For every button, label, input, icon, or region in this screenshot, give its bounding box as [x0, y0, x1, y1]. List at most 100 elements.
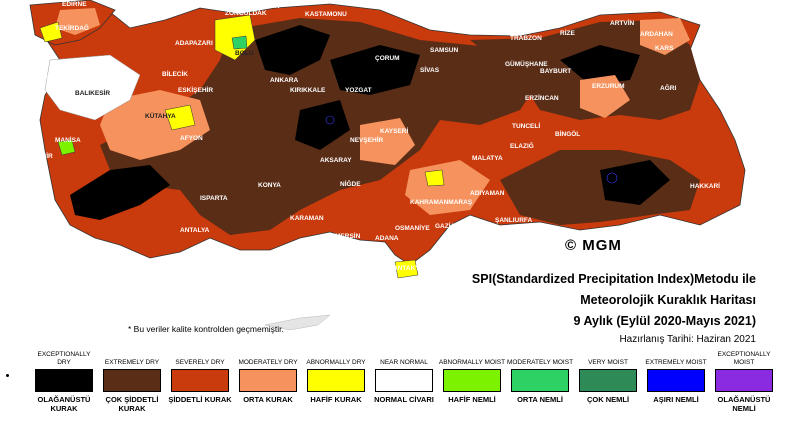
city-label: ANTALYA: [180, 227, 210, 234]
legend-swatch: [579, 369, 637, 392]
zone-abnormally-dry-kutahya: [164, 104, 196, 131]
legend-item: EXCEPTIONALLY MOIST OLAĞANÜSTÜ NEMLİ: [710, 350, 778, 413]
city-label: ADIYAMAN: [470, 190, 505, 197]
city-label: SAMSUN: [430, 47, 458, 54]
city-label: BOLU: [235, 50, 254, 57]
zone-abnormally-dry-thrace: [39, 21, 63, 43]
legend-label-en: SEVERELY DRY: [175, 358, 225, 366]
legend-label-tr: HAFİF KURAK: [310, 395, 362, 404]
city-label: KONYA: [258, 182, 281, 189]
legend-swatch: [375, 369, 433, 392]
city-label: ARDAHAN: [640, 31, 673, 38]
city-label: TRABZON: [510, 35, 542, 42]
legend-swatch: [171, 369, 229, 392]
city-label: KARS: [655, 45, 674, 52]
legend-swatch: [103, 369, 161, 392]
city-label: HAKKARİ: [690, 182, 720, 190]
drought-map: [29, 0, 746, 331]
city-label: RİZE: [560, 29, 575, 37]
zone-abnormally-dry-adana: [424, 169, 445, 187]
map-title-line-3: 9 Aylık (Eylül 2020-Mayıs 2021): [573, 314, 756, 328]
legend-label-tr: ÇOK NEMLİ: [586, 395, 630, 404]
city-label: AĞRI: [660, 83, 676, 92]
legend-label-en: NEAR NORMAL: [380, 358, 428, 366]
city-label: GAZİANTEP: [435, 222, 473, 230]
city-label: ADANA: [375, 235, 399, 242]
legend-swatch: [239, 369, 297, 392]
zone-moderately-dry-east: [580, 75, 630, 118]
zone-exceptionally-dry-ankara: [330, 45, 420, 95]
city-label: MANİSA: [55, 136, 81, 144]
map-title-line-1: SPI(Standardized Precipitation Index)Met…: [471, 272, 756, 286]
city-label: BARTIN: [255, 3, 280, 10]
legend-item: MODERATELY MOIST ORTA NEMLİ: [506, 350, 574, 405]
legend-swatch: [307, 369, 365, 392]
legend-label-tr: ŞİDDETLİ KURAK: [168, 395, 232, 404]
city-label: ZONGULDAK: [225, 10, 267, 17]
city-label: YOZGAT: [345, 87, 372, 94]
legend-swatch: [443, 369, 501, 392]
zone-exceptionally-dry-north: [255, 25, 330, 75]
city-label: ISPARTA: [200, 195, 228, 202]
legend-swatch: [511, 369, 569, 392]
city-label: GÜMÜŞHANE: [505, 59, 548, 68]
city-label: ANKARA: [270, 77, 298, 84]
legend-label-en: EXTREMELY MOIST: [645, 358, 707, 366]
legend-label-tr: ORTA KURAK: [243, 395, 293, 404]
legend-swatch: [715, 369, 773, 392]
city-label: KÜTAHYA: [145, 111, 176, 120]
legend: EXCEPTIONALLY DRY OLAĞANÜSTÜ KURAK EXTRE…: [0, 350, 800, 424]
city-label: AFYON: [180, 135, 203, 142]
legend-bullet-left: [6, 374, 9, 377]
map-title-line-2: Meteorolojik Kuraklık Haritası: [580, 293, 756, 307]
legend-label-en: VERY MOIST: [588, 358, 628, 366]
legend-label-en: EXTREMELY DRY: [104, 358, 160, 366]
legend-item: NEAR NORMAL NORMAL CİVARI: [370, 350, 438, 405]
legend-item: EXCEPTIONALLY DRY OLAĞANÜSTÜ KURAK: [30, 350, 98, 413]
city-label: KAHRAMANMARAŞ: [410, 199, 473, 206]
city-label: OSMANİYE: [395, 224, 430, 232]
city-label: KASTAMONU: [305, 11, 347, 18]
city-label: ERZİNCAN: [525, 94, 559, 102]
legend-label-en: EXCEPTIONALLY DRY: [37, 351, 91, 366]
zone-moderately-dry-kars: [640, 18, 690, 55]
lake-tuz-marker: [325, 115, 335, 125]
legend-item: EXTREMELY DRY ÇOK ŞİDDETLİ KURAK: [98, 350, 166, 413]
city-label: BİNGÖL: [555, 129, 580, 138]
city-label: BAYBURT: [540, 68, 571, 75]
city-label: AKSARAY: [320, 157, 352, 164]
zone-near-normal-west: [44, 54, 141, 121]
city-label: MERSİN: [335, 232, 361, 240]
city-label: ELAZIĞ: [510, 141, 534, 150]
city-label: MALATYA: [472, 155, 503, 162]
zone-exceptionally-dry-east: [600, 160, 670, 205]
city-labels: EDİRNE TEKİRDAĞ ÇANAKKALE BALIKESİR MANİ…: [35, 3, 720, 242]
zone-moist-bolu: [231, 35, 248, 50]
city-label: ŞANLIURFA: [495, 217, 533, 224]
preparation-date: Hazırlanış Tarihi: Haziran 2021: [619, 334, 756, 345]
legend-label-en: MODERATELY MOIST: [506, 358, 574, 366]
zone-exceptionally-dry-northeast: [560, 45, 640, 85]
city-label: İZMİR: [35, 152, 53, 160]
city-label: ÇANAKKALE: [40, 75, 82, 82]
city-label: KIRIKKALE: [290, 87, 326, 94]
city-label: NEVŞEHİR: [350, 136, 384, 144]
quality-note: * Bu veriler kalite kontrolden geçmemişt…: [128, 324, 284, 334]
legend-swatch: [647, 369, 705, 392]
legend-item: EXTREMELY MOIST AŞIRI NEMLİ: [642, 350, 710, 405]
city-label: NİĞDE: [340, 179, 361, 188]
city-label: TUNCELİ: [512, 122, 540, 130]
city-label: TEKİRDAĞ: [55, 23, 89, 32]
legend-item: MODERATELY DRY ORTA KURAK: [234, 350, 302, 405]
legend-label-tr: AŞIRI NEMLİ: [653, 395, 699, 404]
legend-label-tr: OLAĞANÜSTÜ KURAK: [37, 395, 91, 413]
legend-label-en: ABNORMALLY DRY: [306, 358, 366, 366]
city-label: ESKİŞEHİR: [178, 86, 213, 94]
copyright-mark: © MGM: [565, 237, 622, 254]
legend-item: ABNORMALLY MOIST HAFİF NEMLİ: [438, 350, 506, 405]
cyprus-outline: [264, 314, 331, 331]
legend-label-en: ABNORMALLY MOIST: [438, 358, 506, 366]
legend-item: SEVERELY DRY ŞİDDETLİ KURAK: [166, 350, 234, 405]
city-label: BALIKESİR: [75, 89, 110, 97]
zone-abnormally-dry-antakya: [394, 259, 419, 279]
